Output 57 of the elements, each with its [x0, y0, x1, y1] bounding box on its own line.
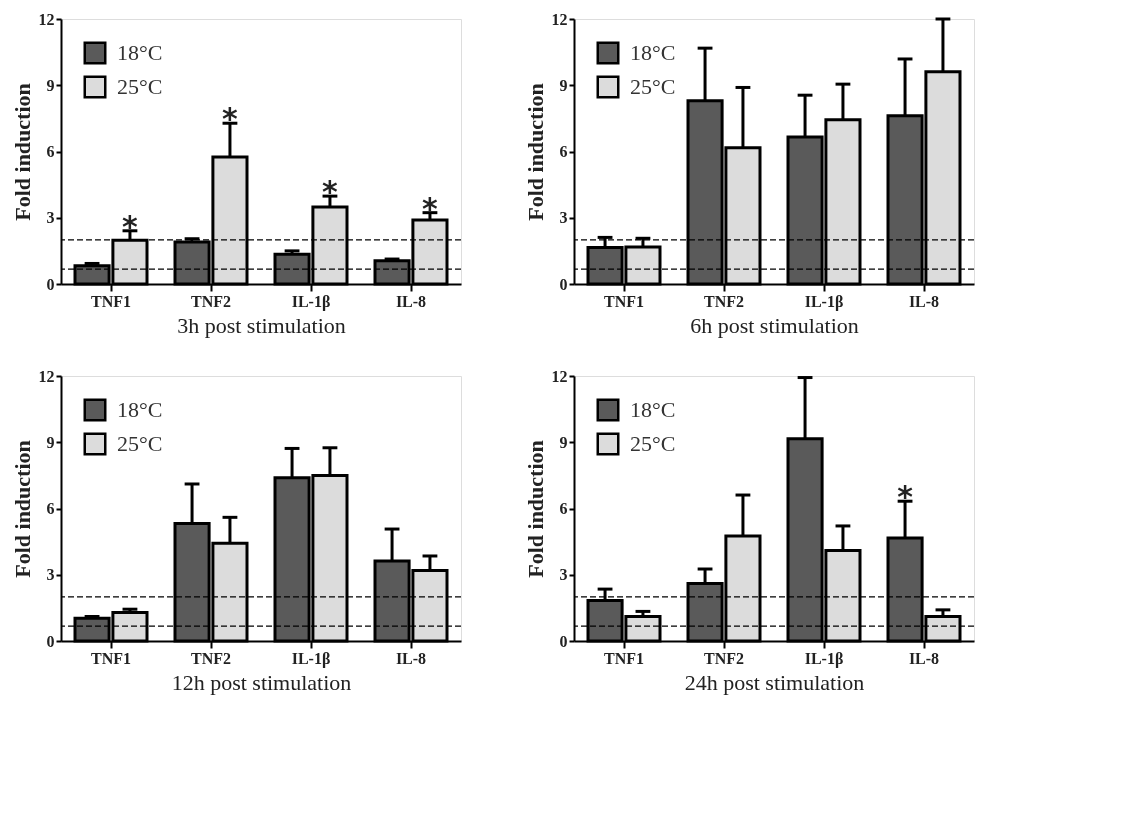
y-tick-label: 6 — [46, 143, 55, 160]
y-tick-label: 3 — [559, 209, 568, 227]
x-tick-label: TNF1 — [604, 292, 644, 310]
x-tick-label: TNF2 — [704, 292, 744, 310]
y-tick-label: 3 — [46, 209, 55, 227]
x-tick-label: IL-8 — [395, 292, 427, 310]
x-axis-title: 24h post stimulation — [684, 669, 865, 695]
x-axis-title: 3h post stimulation — [177, 312, 346, 338]
x-tick-label: IL-1β — [804, 649, 844, 668]
y-tick-label: 6 — [559, 500, 568, 517]
x-tick-label: IL-8 — [908, 292, 940, 310]
annotation: * — [322, 174, 339, 210]
annotation: * — [897, 479, 914, 515]
y-axis-title: Fold induction — [522, 83, 548, 221]
y-tick-label: 12 — [551, 367, 568, 385]
y-axis-title: Fold induction — [9, 440, 35, 578]
x-tick-label: IL-8 — [908, 649, 940, 667]
x-tick-label: TNF2 — [191, 649, 231, 667]
y-tick-label: 3 — [559, 566, 568, 584]
y-tick-label: 0 — [46, 275, 55, 293]
y-tick-label: 9 — [559, 76, 568, 94]
x-tick-label: IL-1β — [291, 292, 331, 311]
x-tick-label: TNF1 — [91, 292, 131, 310]
legend-label: 25°C — [117, 431, 163, 456]
y-tick-label: 9 — [46, 76, 55, 94]
y-axis-title: Fold induction — [9, 83, 35, 221]
legend-label: 25°C — [630, 431, 676, 456]
x-axis-title: 12h post stimulation — [171, 669, 352, 695]
x-tick-label: TNF1 — [604, 649, 644, 667]
y-tick-label: 3 — [46, 566, 55, 584]
y-tick-label: 6 — [559, 143, 568, 160]
y-axis-title: Fold induction — [522, 440, 548, 578]
y-tick-label: 12 — [38, 367, 55, 385]
legend-label: 25°C — [630, 74, 676, 99]
annotation: * — [422, 190, 439, 226]
legend-label: 18°C — [117, 397, 163, 422]
x-tick-label: TNF1 — [91, 649, 131, 667]
x-tick-label: TNF2 — [191, 292, 231, 310]
x-tick-label: IL-1β — [804, 292, 844, 311]
x-axis-title: 6h post stimulation — [690, 312, 859, 338]
x-tick-label: TNF2 — [704, 649, 744, 667]
legend-label: 25°C — [117, 74, 163, 99]
annotation: * — [122, 208, 139, 244]
legend-label: 18°C — [630, 397, 676, 422]
legend-label: 18°C — [117, 40, 163, 65]
legend-label: 18°C — [630, 40, 676, 65]
y-tick-label: 0 — [559, 275, 568, 293]
y-tick-label: 9 — [559, 433, 568, 451]
y-tick-label: 0 — [559, 632, 568, 650]
x-tick-label: IL-1β — [291, 649, 331, 668]
annotation: * — [222, 101, 239, 137]
y-tick-label: 0 — [46, 632, 55, 650]
y-tick-label: 9 — [46, 433, 55, 451]
y-tick-label: 6 — [46, 500, 55, 517]
x-tick-label: IL-8 — [395, 649, 427, 667]
y-tick-label: 12 — [551, 10, 568, 28]
y-tick-label: 12 — [38, 10, 55, 28]
